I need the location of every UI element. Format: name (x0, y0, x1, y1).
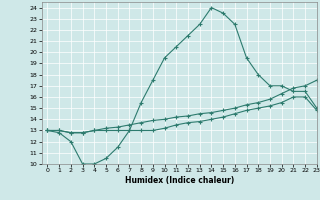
X-axis label: Humidex (Indice chaleur): Humidex (Indice chaleur) (124, 176, 234, 185)
